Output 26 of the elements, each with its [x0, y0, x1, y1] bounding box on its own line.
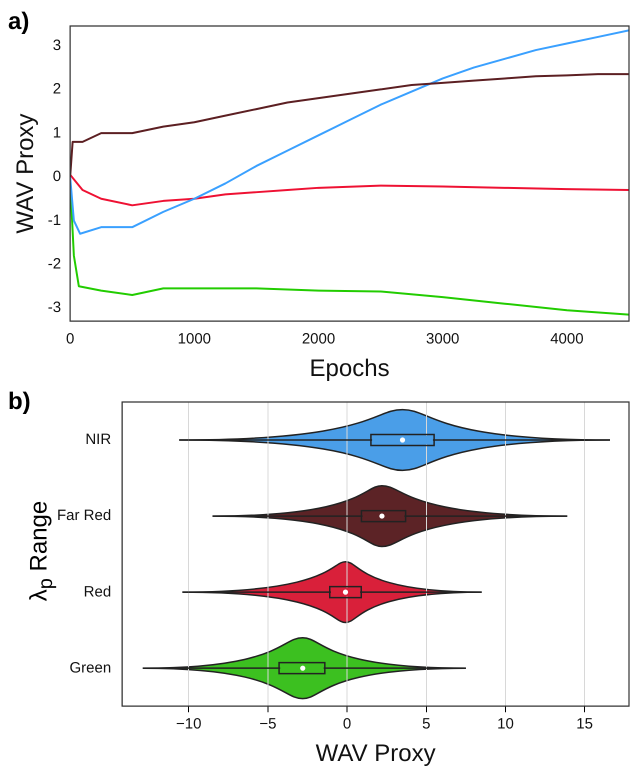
x-tick-label: −10	[176, 715, 202, 732]
x-tick-label: 2000	[302, 330, 336, 348]
y-tick-label: Far Red	[56, 507, 112, 524]
y-tick-label: -1	[48, 212, 62, 229]
x-tick-label: 5	[422, 715, 430, 732]
y-tick-label: 2	[52, 80, 62, 98]
y-tick-label: -3	[48, 299, 62, 316]
x-tick-label: 1000	[178, 330, 212, 348]
x-tick-label: 10	[497, 715, 514, 732]
x-tick-label: 4000	[550, 330, 584, 348]
chart-title: b)	[8, 388, 31, 416]
y-tick-label: 1	[52, 124, 62, 142]
y-axis-title: WAV Proxy	[12, 114, 40, 234]
x-tick-label: 3000	[426, 330, 460, 348]
x-tick-label: −5	[259, 715, 276, 732]
chart-title: a)	[8, 8, 30, 36]
x-axis-title: Epochs	[310, 355, 390, 382]
y-tick-label: Green	[69, 659, 112, 676]
y-tick-label: -2	[48, 255, 62, 272]
y-tick-label: NIR	[85, 431, 112, 448]
y-tick-label: 3	[52, 36, 62, 54]
y-tick-label: 0	[52, 168, 62, 186]
y-tick-label: Red	[84, 583, 112, 600]
x-axis-title: WAV Proxy	[316, 740, 436, 768]
x-tick-label: 0	[342, 715, 352, 732]
x-tick-label: 15	[576, 715, 593, 732]
